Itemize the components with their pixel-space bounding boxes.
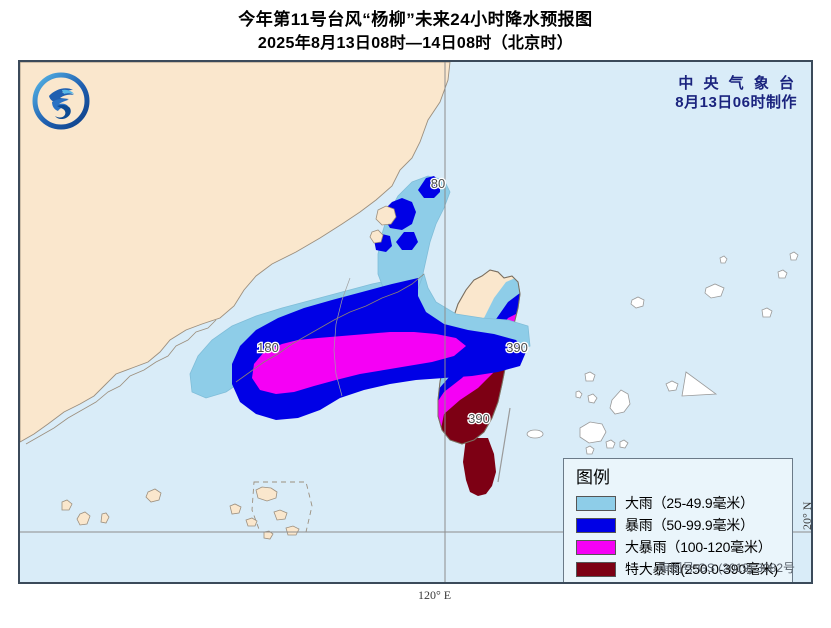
legend-swatch-heavy-rainstorm xyxy=(576,539,616,555)
taiwan-south-extension xyxy=(463,438,496,496)
legend-swatch-rainstorm xyxy=(576,517,616,533)
islet-group-2 xyxy=(229,486,300,540)
legend-label-heavy-rainstorm: 大暴雨（100-120毫米） xyxy=(625,539,772,555)
contour-label-1: 180 xyxy=(257,340,279,355)
contour-label-group: 80 180 390 390 xyxy=(256,175,529,428)
map-approval-number: 审图号:GS (2019) 3082号 xyxy=(658,561,795,575)
cma-dragon-logo-icon xyxy=(32,72,90,130)
legend-swatch-extreme-rainstorm xyxy=(576,561,616,577)
precip-band-heavy-rainstorm-mainland xyxy=(252,332,466,394)
contour-label-2: 390 xyxy=(506,340,528,355)
coast-detail-line xyxy=(25,319,217,445)
legend-label-rainstorm: 暴雨（50-99.9毫米） xyxy=(625,517,754,533)
pratas-ellipse xyxy=(526,429,544,439)
legend-title: 图例 xyxy=(576,468,610,487)
mainland-landmass xyxy=(20,62,451,443)
legend-item-heavy-rainstorm: 大暴雨（100-120毫米） xyxy=(576,536,782,558)
island-chain-line xyxy=(497,407,511,483)
contour-label-0: 80 xyxy=(431,176,445,191)
legend-box: 图例 大雨（25-49.9毫米） 暴雨（50-99.9毫米） 大暴雨（100-1… xyxy=(563,458,793,582)
contour-line-inner xyxy=(333,277,351,397)
issuer-name: 中 央 气 象 台 xyxy=(678,75,797,92)
title-line-1: 今年第11号台风“杨柳”未来24小时降水预报图 xyxy=(238,10,593,29)
page-title: 今年第11号台风“杨柳”未来24小时降水预报图 2025年8月13日08时—14… xyxy=(0,8,831,56)
longitude-axis-label: 120° E xyxy=(418,588,452,602)
islet-group-1 xyxy=(61,488,162,526)
legend-label-extreme-rainstorm: 特大暴雨(250.0-390毫米) xyxy=(625,561,778,577)
precip-band-rainstorm-north-patch xyxy=(374,176,440,252)
legend-swatch-heavy-rain xyxy=(576,495,616,511)
map-graphic: 80 180 390 390 xyxy=(20,62,811,582)
issuer-credit: 中 央 气 象 台 8月13日06时制作 xyxy=(675,74,797,112)
legend-item-extreme-rainstorm: 特大暴雨(250.0-390毫米) xyxy=(576,558,782,580)
legend-item-heavy-rain: 大雨（25-49.9毫米） xyxy=(576,492,782,514)
title-line-2: 2025年8月13日08时—14日08时（北京时） xyxy=(257,35,574,52)
map-canvas[interactable]: 80 180 390 390 xyxy=(18,60,813,584)
contour-label-3: 390 xyxy=(468,411,490,426)
issuer-time: 8月13日06时制作 xyxy=(675,94,797,111)
legend-label-heavy-rain: 大雨（25-49.9毫米） xyxy=(625,495,754,511)
east-islands xyxy=(575,251,799,455)
precip-north-island-outline xyxy=(369,205,397,244)
coastline-over-precip xyxy=(235,273,425,383)
cma-logo xyxy=(32,72,90,130)
legend-item-rainstorm: 暴雨（50-99.9毫米） xyxy=(576,514,782,536)
latitude-axis-label: 20° N xyxy=(800,501,814,530)
